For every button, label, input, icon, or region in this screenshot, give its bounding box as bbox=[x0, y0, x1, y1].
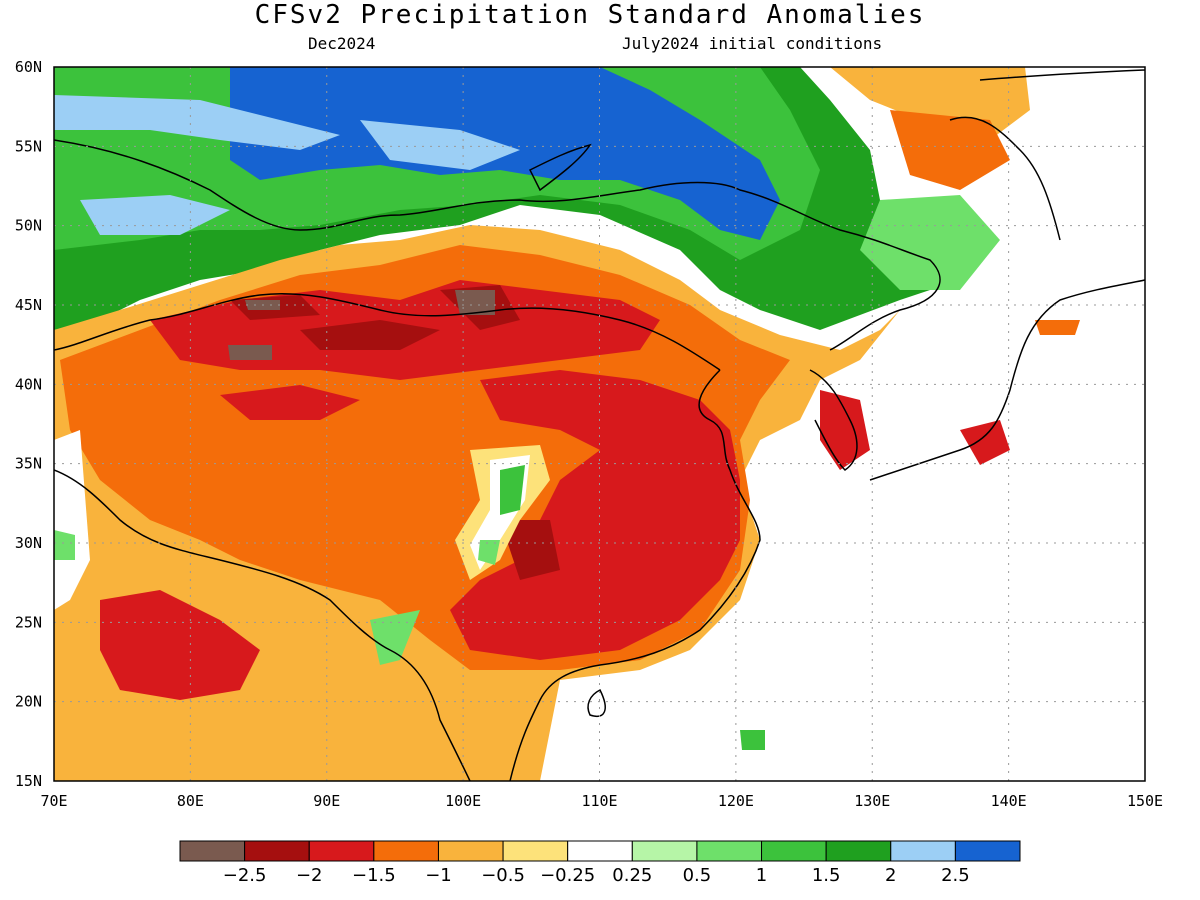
colorbar-swatch bbox=[890, 840, 956, 862]
lon-tick-label: 140E bbox=[991, 792, 1027, 810]
lat-tick-label: 25N bbox=[15, 613, 42, 631]
colorbar-tick-label: −1 bbox=[425, 865, 452, 886]
lat-tick-label: 30N bbox=[15, 534, 42, 552]
lat-tick-label: 35N bbox=[15, 455, 42, 473]
lat-tick-label: 20N bbox=[15, 693, 42, 711]
latitude-tick-labels: 60N 55N 50N 45N 40N 35N 30N 25N 20N 15N bbox=[15, 58, 42, 790]
valid-month-label: Dec2024 bbox=[308, 34, 376, 53]
colorbar-swatch bbox=[502, 840, 569, 862]
lon-tick-label: 130E bbox=[854, 792, 890, 810]
lat-tick-label: 15N bbox=[15, 772, 42, 790]
colorbar bbox=[179, 840, 1021, 862]
lon-tick-label: 110E bbox=[581, 792, 617, 810]
colorbar-tick-label: 0.25 bbox=[612, 865, 652, 886]
lon-tick-label: 100E bbox=[445, 792, 481, 810]
colorbar-tick-label: 2.5 bbox=[941, 865, 970, 886]
lat-tick-label: 40N bbox=[15, 375, 42, 393]
anomaly-field bbox=[54, 67, 1145, 781]
lon-tick-label: 70E bbox=[40, 792, 67, 810]
lon-tick-label: 90E bbox=[313, 792, 340, 810]
colorbar-tick-label: −2.5 bbox=[223, 865, 267, 886]
map-title: CFSv2 Precipitation Standard Anomalies bbox=[254, 0, 926, 30]
colorbar-swatch bbox=[373, 840, 439, 862]
colorbar-swatch bbox=[244, 840, 310, 862]
lat-tick-label: 60N bbox=[15, 58, 42, 76]
lat-tick-label: 50N bbox=[15, 217, 42, 235]
gridlines bbox=[54, 67, 1145, 781]
colorbar-swatch bbox=[696, 840, 763, 862]
colorbar-tick-label: 1 bbox=[756, 865, 767, 886]
lon-tick-label: 120E bbox=[718, 792, 754, 810]
colorbar-swatch bbox=[954, 840, 1021, 862]
colorbar-swatch bbox=[567, 840, 633, 862]
longitude-tick-labels: 70E 80E 90E 100E 110E 120E 130E 140E 150E bbox=[40, 792, 1163, 810]
colorbar-swatch bbox=[308, 840, 375, 862]
lat-tick-label: 55N bbox=[15, 137, 42, 155]
colorbar-swatch bbox=[437, 840, 504, 862]
colorbar-tick-label: −0.25 bbox=[540, 865, 595, 886]
colorbar-tick-label: 2 bbox=[885, 865, 896, 886]
colorbar-swatch bbox=[179, 840, 246, 862]
map-frame bbox=[53, 66, 1146, 782]
lon-tick-label: 80E bbox=[177, 792, 204, 810]
lon-tick-label: 150E bbox=[1127, 792, 1163, 810]
colorbar-tick-label: 0.5 bbox=[683, 865, 712, 886]
init-conditions-label: July2024 initial conditions bbox=[622, 34, 883, 53]
colorbar-labels: −2.5 −2 −1.5 −1 −0.5 −0.25 0.25 0.5 1 1.5 2 2.5 bbox=[223, 865, 970, 886]
colorbar-tick-label: 1.5 bbox=[812, 865, 841, 886]
colorbar-swatch bbox=[761, 840, 827, 862]
coastlines-borders bbox=[54, 69, 1145, 781]
lat-tick-label: 45N bbox=[15, 296, 42, 314]
colorbar-swatch bbox=[631, 840, 698, 862]
colorbar-tick-label: −0.5 bbox=[481, 865, 525, 886]
colorbar-tick-label: −2 bbox=[296, 865, 323, 886]
colorbar-swatch bbox=[825, 840, 892, 862]
colorbar-tick-label: −1.5 bbox=[352, 865, 396, 886]
